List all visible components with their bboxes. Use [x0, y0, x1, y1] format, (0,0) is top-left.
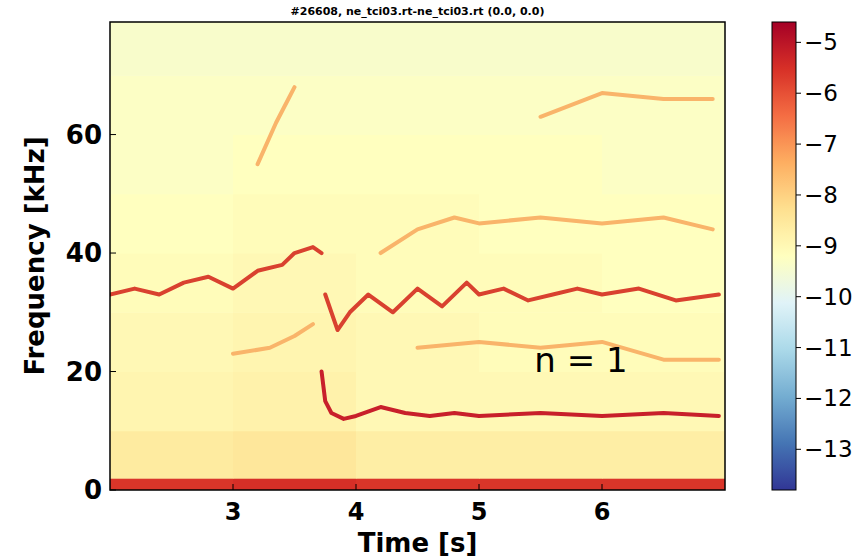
y-tick-label: 60 [66, 120, 102, 150]
cell [602, 135, 725, 195]
cell [479, 22, 603, 76]
cell [233, 135, 357, 195]
colorbar-tick-label: −6 [804, 80, 838, 106]
y-tick [110, 490, 116, 491]
cell [602, 22, 725, 76]
y-tick-label: 0 [84, 475, 102, 505]
cell [233, 194, 357, 254]
x-tick [233, 484, 234, 490]
cell [233, 431, 357, 479]
colorbar-tick-label: −7 [804, 131, 838, 157]
colorbar-tick [796, 398, 801, 399]
cell [110, 478, 234, 490]
chart: 34560204060Time [s]Frequency [kHz]#26608… [0, 0, 862, 560]
cell [110, 253, 234, 313]
colorbar-tick [796, 194, 801, 195]
y-tick-label: 40 [66, 238, 102, 268]
colorbar-tick [796, 449, 801, 450]
cell [233, 75, 357, 135]
x-tick [479, 484, 480, 490]
cell [479, 75, 603, 135]
cell [602, 478, 725, 490]
cell [110, 372, 234, 432]
cell [479, 372, 603, 432]
cell [356, 253, 480, 313]
cell [356, 22, 480, 76]
x-tick [356, 484, 357, 490]
y-tick [110, 134, 116, 135]
x-tick-label: 3 [225, 498, 242, 526]
colorbar-tick [796, 296, 801, 297]
cell [233, 253, 357, 313]
mode-trace [233, 87, 719, 360]
cell [110, 194, 234, 254]
cell [110, 75, 234, 135]
cell [602, 372, 725, 432]
colorbar-tick-label: −10 [804, 284, 853, 310]
mode-trace [110, 247, 719, 330]
colorbar-tick-label: −5 [804, 29, 838, 55]
cell [479, 478, 603, 490]
x-tick-label: 5 [471, 498, 488, 526]
cell [356, 135, 480, 195]
colorbar [772, 22, 796, 490]
cell [110, 22, 234, 76]
title: #26608, ne_tci03.rt-ne_tci03.rt (0.0, 0.… [291, 5, 545, 18]
plot-area [110, 22, 725, 490]
y-axis-title: Frequency [kHz] [20, 136, 50, 375]
cell [356, 478, 480, 490]
cell [479, 135, 603, 195]
y-tick-label: 20 [66, 357, 102, 387]
plot-frame [110, 22, 725, 490]
colorbar-tick-label: −11 [804, 335, 853, 361]
y-tick [110, 371, 116, 372]
cell [233, 478, 357, 490]
x-axis-title: Time [s] [358, 528, 478, 558]
cell [602, 75, 725, 135]
mode-trace [322, 372, 719, 419]
cell [356, 372, 480, 432]
cell [233, 22, 357, 76]
colorbar-tick [796, 245, 801, 246]
cell [110, 312, 234, 372]
cell [233, 372, 357, 432]
cell [356, 194, 480, 254]
colorbar-tick [796, 347, 801, 348]
colorbar-tick-label: −12 [804, 385, 853, 411]
colorbar-tick [796, 93, 801, 94]
x-tick [602, 484, 603, 490]
cell [602, 194, 725, 254]
cell [110, 431, 234, 479]
x-tick-label: 6 [594, 498, 611, 526]
annotation: n = 1 [534, 340, 627, 380]
y-tick [110, 253, 116, 254]
cell [479, 253, 603, 313]
cell [110, 135, 234, 195]
colorbar-tick-label: −9 [804, 233, 838, 259]
colorbar-tick [796, 42, 801, 43]
cell [602, 431, 725, 479]
colorbar-tick-label: −8 [804, 182, 838, 208]
cell [356, 431, 480, 479]
colorbar-tick-label: −13 [804, 436, 853, 462]
x-tick-label: 4 [348, 498, 365, 526]
cell [356, 75, 480, 135]
cell [479, 431, 603, 479]
cell [233, 312, 357, 372]
cell [602, 253, 725, 313]
colorbar-tick [796, 144, 801, 145]
